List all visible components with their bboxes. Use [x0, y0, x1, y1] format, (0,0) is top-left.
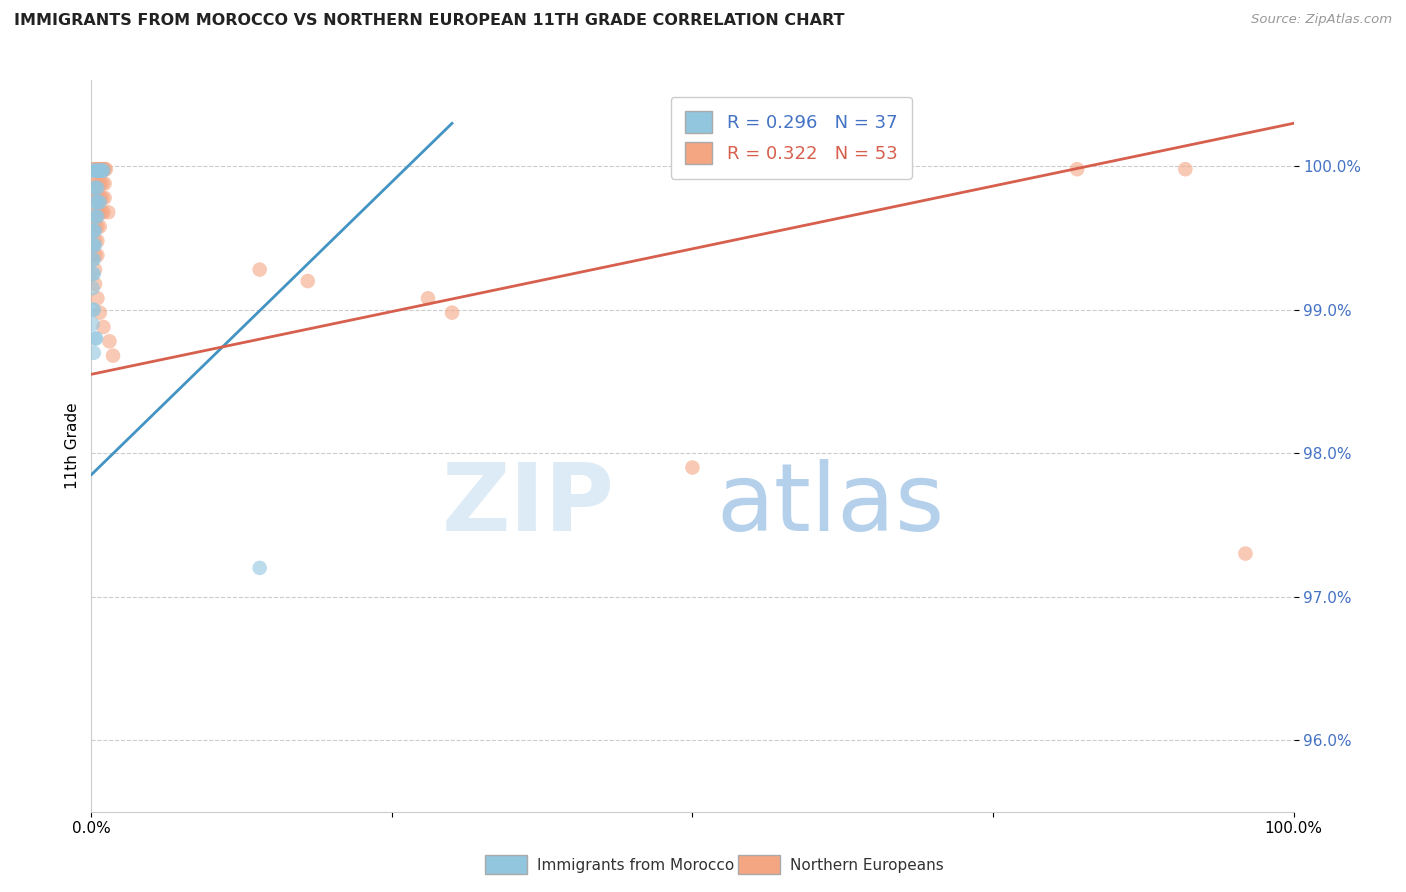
Point — [84, 331, 107, 345]
Point — [90, 205, 112, 219]
Point — [93, 191, 115, 205]
Point — [82, 252, 104, 267]
Point — [84, 191, 107, 205]
Point — [86, 177, 108, 191]
Point — [83, 210, 105, 224]
Point — [86, 181, 108, 195]
Point — [84, 277, 107, 291]
Point — [82, 267, 104, 281]
Point — [89, 191, 111, 205]
Point — [97, 205, 120, 219]
Legend: R = 0.296   N = 37, R = 0.322   N = 53: R = 0.296 N = 37, R = 0.322 N = 53 — [671, 96, 912, 178]
Point — [83, 267, 105, 281]
Point — [84, 162, 107, 177]
Point — [84, 195, 107, 210]
Point — [297, 274, 319, 288]
Point — [416, 291, 439, 305]
Point — [83, 181, 105, 195]
Point — [83, 238, 105, 252]
Point — [87, 205, 110, 219]
Point — [87, 163, 110, 178]
Point — [91, 163, 114, 178]
Point — [84, 195, 107, 210]
Point — [89, 163, 111, 178]
Text: Northern Europeans: Northern Europeans — [790, 858, 943, 872]
Point — [83, 224, 105, 238]
Point — [83, 162, 105, 177]
Point — [93, 320, 115, 334]
Point — [86, 291, 108, 305]
Text: Source: ZipAtlas.com: Source: ZipAtlas.com — [1251, 13, 1392, 27]
Point — [86, 162, 108, 177]
Point — [90, 162, 112, 177]
Point — [249, 262, 271, 277]
Point — [249, 561, 271, 575]
Point — [84, 331, 107, 345]
Point — [82, 163, 104, 178]
Point — [86, 248, 108, 262]
Text: ZIP: ZIP — [441, 458, 614, 550]
Point — [93, 162, 115, 177]
Point — [82, 281, 104, 295]
Point — [1174, 162, 1197, 177]
Point — [84, 224, 107, 238]
Point — [681, 460, 703, 475]
Point — [1234, 547, 1257, 561]
Point — [838, 162, 860, 177]
Point — [84, 262, 107, 277]
Point — [84, 219, 107, 234]
Point — [89, 162, 111, 177]
Point — [87, 195, 110, 210]
Point — [1066, 162, 1088, 177]
Point — [93, 162, 115, 177]
Point — [84, 210, 107, 224]
Point — [89, 195, 111, 210]
Point — [89, 219, 111, 234]
Point — [84, 248, 107, 262]
Y-axis label: 11th Grade: 11th Grade — [65, 402, 80, 490]
Point — [84, 162, 107, 177]
Point — [84, 205, 107, 219]
Point — [91, 162, 114, 177]
Point — [90, 163, 112, 178]
Point — [101, 349, 124, 363]
Point — [82, 224, 104, 238]
Point — [93, 205, 115, 219]
Point — [83, 252, 105, 267]
Point — [89, 177, 111, 191]
Point — [84, 163, 107, 178]
Point — [86, 163, 108, 178]
Point — [83, 302, 105, 317]
Point — [87, 162, 110, 177]
Point — [82, 302, 104, 317]
Point — [83, 345, 105, 359]
Point — [86, 219, 108, 234]
Point — [86, 234, 108, 248]
Point — [91, 177, 114, 191]
Text: atlas: atlas — [717, 458, 945, 550]
Point — [91, 191, 114, 205]
Point — [84, 177, 107, 191]
Point — [440, 305, 463, 319]
Text: IMMIGRANTS FROM MOROCCO VS NORTHERN EUROPEAN 11TH GRADE CORRELATION CHART: IMMIGRANTS FROM MOROCCO VS NORTHERN EURO… — [14, 13, 845, 29]
Point — [86, 191, 108, 205]
Point — [84, 163, 107, 178]
Point — [93, 163, 115, 178]
Point — [84, 181, 107, 195]
Point — [89, 305, 111, 319]
Point — [93, 177, 115, 191]
Point — [84, 238, 107, 252]
Text: Immigrants from Morocco: Immigrants from Morocco — [537, 858, 734, 872]
Point — [98, 334, 121, 349]
Point — [84, 234, 107, 248]
Point — [82, 317, 104, 331]
Point — [94, 162, 117, 177]
Point — [862, 162, 884, 177]
Point — [86, 210, 108, 224]
Point — [82, 238, 104, 252]
